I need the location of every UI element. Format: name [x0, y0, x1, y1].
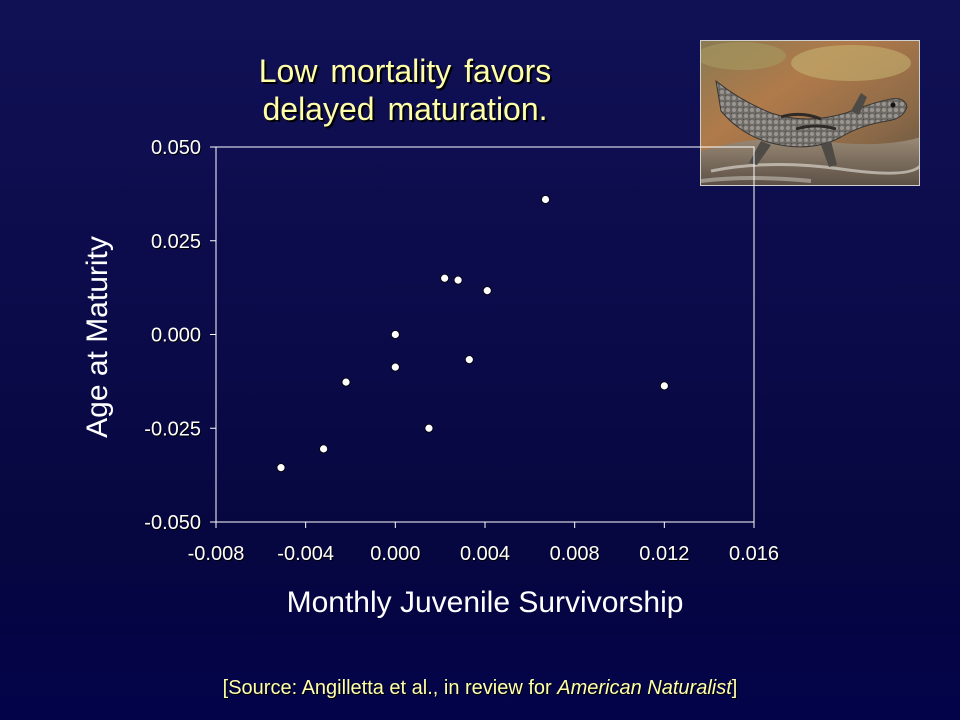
data-point: [276, 463, 286, 473]
x-tick-label: -0.004: [277, 543, 334, 565]
data-point: [482, 286, 492, 296]
y-axis-title: Age at Maturity: [81, 236, 114, 438]
slide-title-line-2: delayed maturation.: [262, 91, 548, 127]
data-point: [319, 444, 329, 454]
source-prefix: [Source: Angilletta et al., in review fo…: [222, 677, 558, 699]
data-point: [390, 362, 400, 372]
source-suffix: ]: [731, 677, 738, 699]
data-point: [464, 355, 474, 365]
data-point: [424, 423, 434, 433]
data-point: [440, 273, 450, 283]
lizard-photo-illustration: [701, 41, 919, 185]
data-point: [541, 195, 550, 204]
data-point: [453, 275, 463, 285]
y-tick-label: 0.025: [151, 231, 201, 253]
slide-title-line-1: Low mortality favors: [258, 53, 552, 89]
x-axis-title: Monthly Juvenile Survivorship: [287, 586, 684, 619]
slide-title: Low mortality favors delayed maturation.: [165, 52, 645, 128]
y-tick-label: 0.050: [151, 137, 201, 159]
y-tick-label: -0.025: [144, 418, 201, 440]
x-axis: -0.008 -0.004 0.000 0.004 0.008 0.012 0.016: [188, 522, 779, 565]
data-point: [341, 377, 351, 387]
x-tick-label: 0.012: [639, 543, 689, 565]
data-point: [659, 381, 669, 391]
plot-area: [215, 146, 755, 523]
x-tick-label: 0.016: [729, 543, 779, 565]
x-tick-label: 0.000: [370, 543, 420, 565]
y-tick-label: -0.050: [144, 512, 201, 534]
x-tick-label: -0.008: [188, 543, 245, 565]
data-point: [390, 330, 400, 339]
y-axis: -0.050 -0.025 0.000 0.025 0.050: [144, 137, 216, 534]
y-tick-label: 0.000: [151, 325, 201, 347]
lizard-photo: [700, 40, 920, 186]
source-journal: American Naturalist: [557, 677, 732, 699]
x-tick-label: 0.004: [460, 543, 510, 565]
data-points: [276, 195, 669, 473]
source-citation: [Source: Angilletta et al., in review fo…: [0, 677, 960, 700]
x-tick-label: 0.008: [550, 543, 600, 565]
